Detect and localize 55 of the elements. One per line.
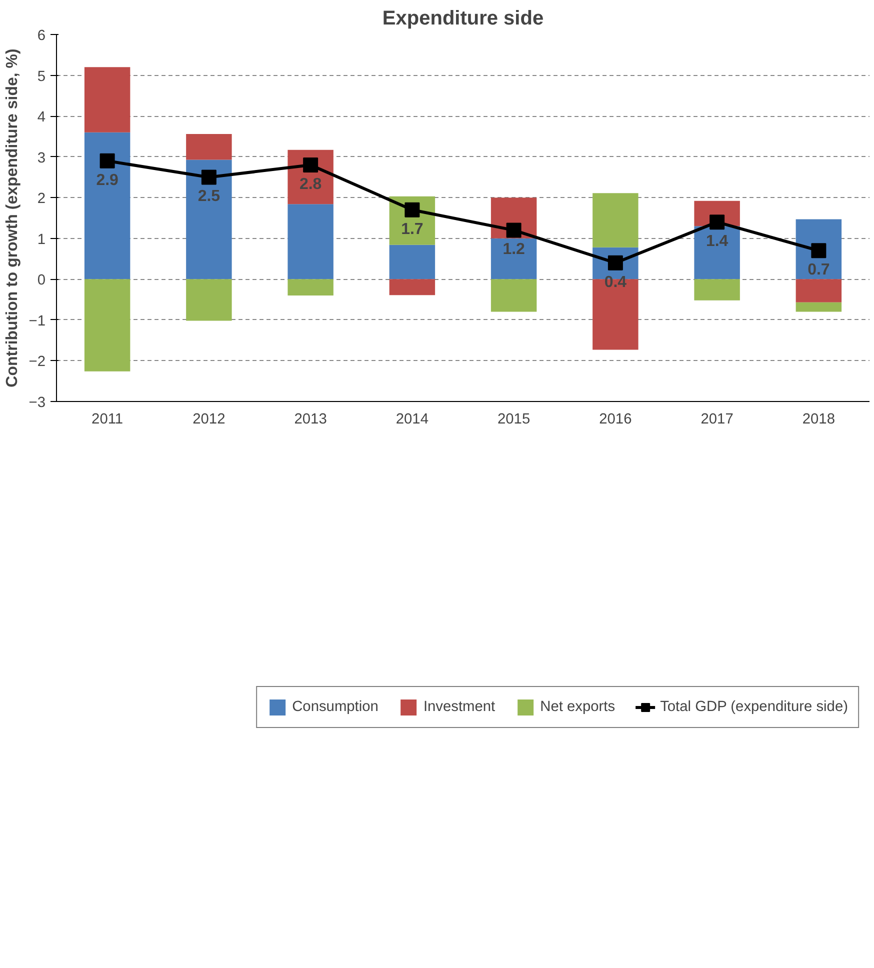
legend-label: Consumption <box>292 699 378 715</box>
point <box>303 157 318 172</box>
y-axis-title: Contribution to growth (expenditure side, %) <box>4 48 21 388</box>
x-tick-label: 2013 <box>294 412 327 428</box>
data-label: 1.2 <box>502 241 526 258</box>
data-label: 1.4 <box>706 233 728 250</box>
x-tick-label: 2011 <box>92 412 124 428</box>
y-tick-label: 2 <box>37 191 46 208</box>
bar <box>288 204 334 280</box>
y-tick-label: 0 <box>37 272 46 289</box>
y-tick-label: 3 <box>37 150 46 166</box>
chart-title: Expenditure side <box>382 8 544 30</box>
y-tick-label: 6 <box>37 28 46 44</box>
bar <box>490 238 537 280</box>
bar <box>186 279 232 321</box>
x-tick-label: 2017 <box>700 412 734 428</box>
point <box>100 153 115 168</box>
bar <box>592 193 638 248</box>
bar <box>389 279 436 296</box>
bar <box>389 244 436 280</box>
bar <box>84 279 130 372</box>
bar <box>796 302 842 312</box>
bar <box>84 67 130 132</box>
legend-label: Total GDP (expenditure side) <box>660 699 848 715</box>
bar <box>186 134 232 160</box>
y-tick-label: 1 <box>37 232 46 248</box>
legend-label: Net exports <box>540 699 616 715</box>
y-tick-label: 5 <box>37 68 46 85</box>
point <box>710 214 725 230</box>
data-label: 0.4 <box>604 274 627 291</box>
y-tick-label: 4 <box>37 110 46 126</box>
bar <box>84 132 130 280</box>
legend-label: Investment <box>423 699 496 715</box>
point <box>201 170 216 185</box>
bar <box>694 279 740 300</box>
bar <box>186 160 232 280</box>
data-label: 2.5 <box>198 188 220 206</box>
data-label: 0.7 <box>808 262 830 279</box>
data-label: 1.7 <box>401 220 424 238</box>
point <box>404 202 420 218</box>
x-tick-label: 2016 <box>599 412 632 428</box>
data-label: 2.8 <box>299 176 322 193</box>
x-tick-label: 2018 <box>802 412 835 428</box>
y-tick-label: −1 <box>28 313 46 330</box>
data-label: 2.9 <box>96 172 119 189</box>
bar <box>288 279 334 296</box>
bar <box>694 226 740 280</box>
y-tick-label: −3 <box>28 395 46 411</box>
x-tick-label: 2014 <box>396 412 428 428</box>
point <box>506 222 522 238</box>
x-tick-label: 2012 <box>192 412 226 428</box>
x-tick-label: 2015 <box>498 412 530 428</box>
bar <box>490 279 537 312</box>
bar <box>796 279 842 302</box>
y-tick-label: −2 <box>28 354 46 370</box>
